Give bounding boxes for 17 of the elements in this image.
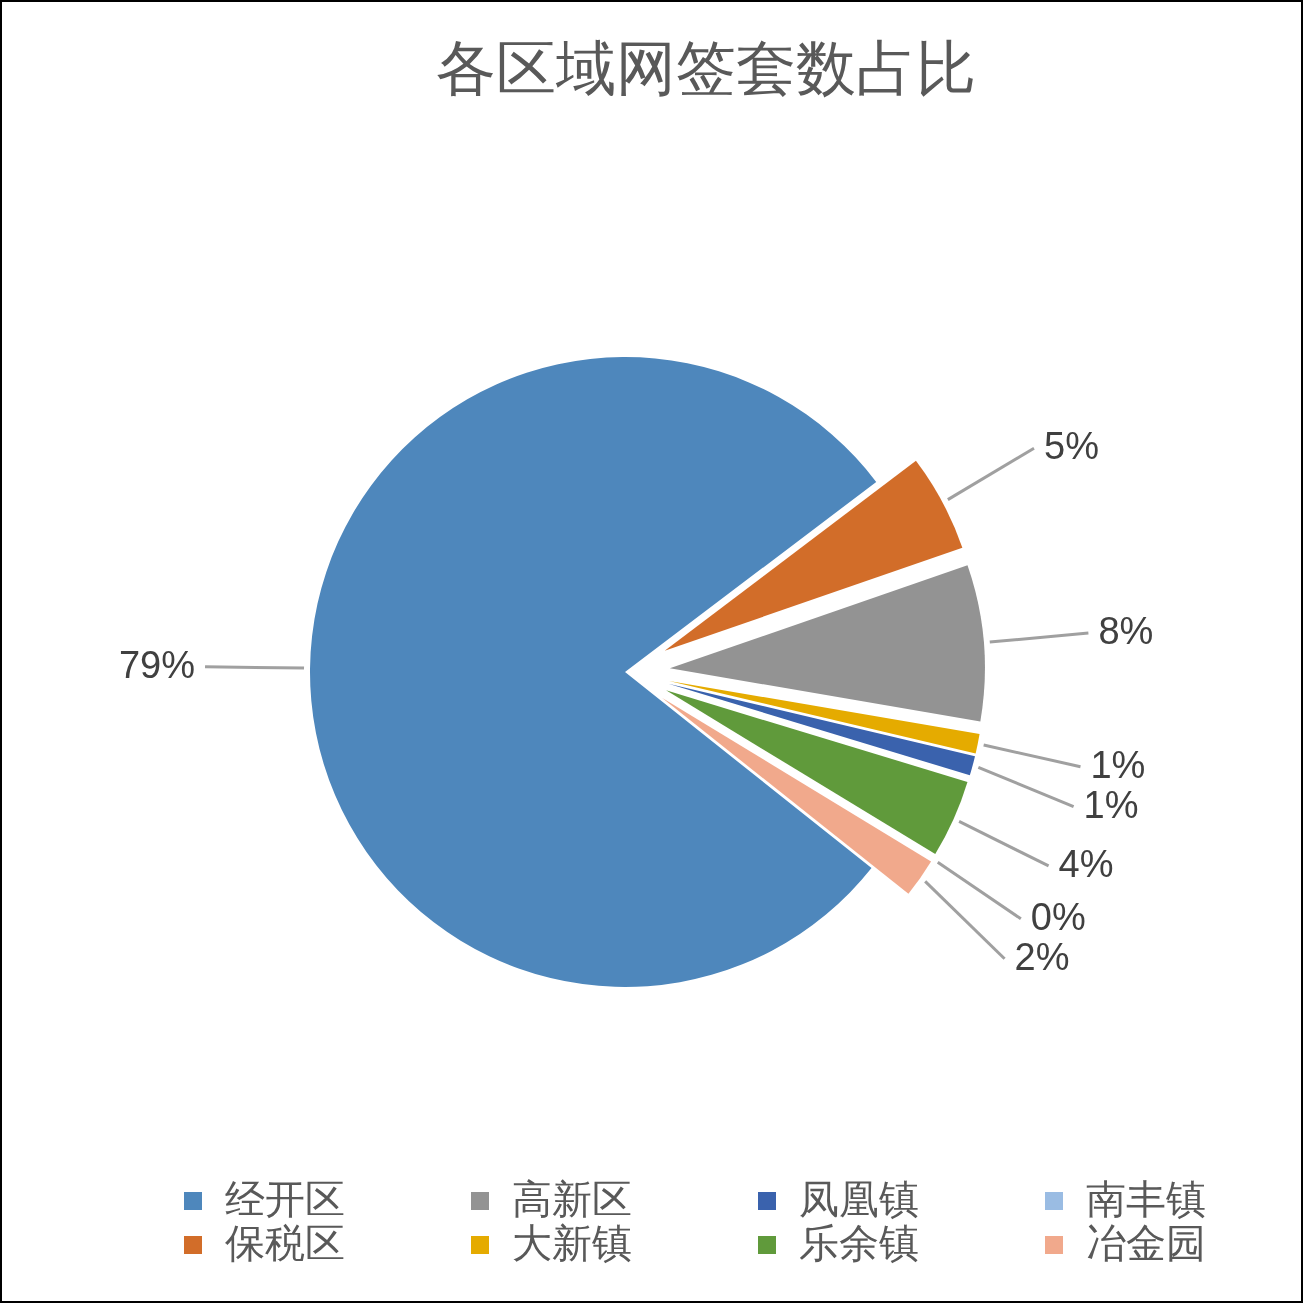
legend-label: 大新镇 [512, 1221, 632, 1266]
legend-label: 南丰镇 [1086, 1177, 1206, 1222]
legend-label: 高新区 [512, 1177, 632, 1222]
data-label: 2% [1014, 935, 1070, 978]
data-label: 5% [1044, 425, 1099, 468]
data-label: 1% [1090, 743, 1146, 786]
legend-label: 经开区 [225, 1177, 345, 1222]
data-label: 79% [118, 643, 196, 686]
legend-label: 乐余镇 [799, 1221, 919, 1266]
data-label: 8% [1098, 610, 1154, 653]
data-label: 4% [1058, 842, 1114, 885]
legend-label: 冶金园 [1086, 1221, 1206, 1266]
legend-label: 保税区 [225, 1221, 345, 1266]
legend-label: 凤凰镇 [799, 1177, 919, 1222]
chart-title: 各区域网签套数占比 [435, 36, 976, 102]
data-label: 1% [1083, 783, 1139, 826]
text: 0% [1030, 895, 1086, 938]
